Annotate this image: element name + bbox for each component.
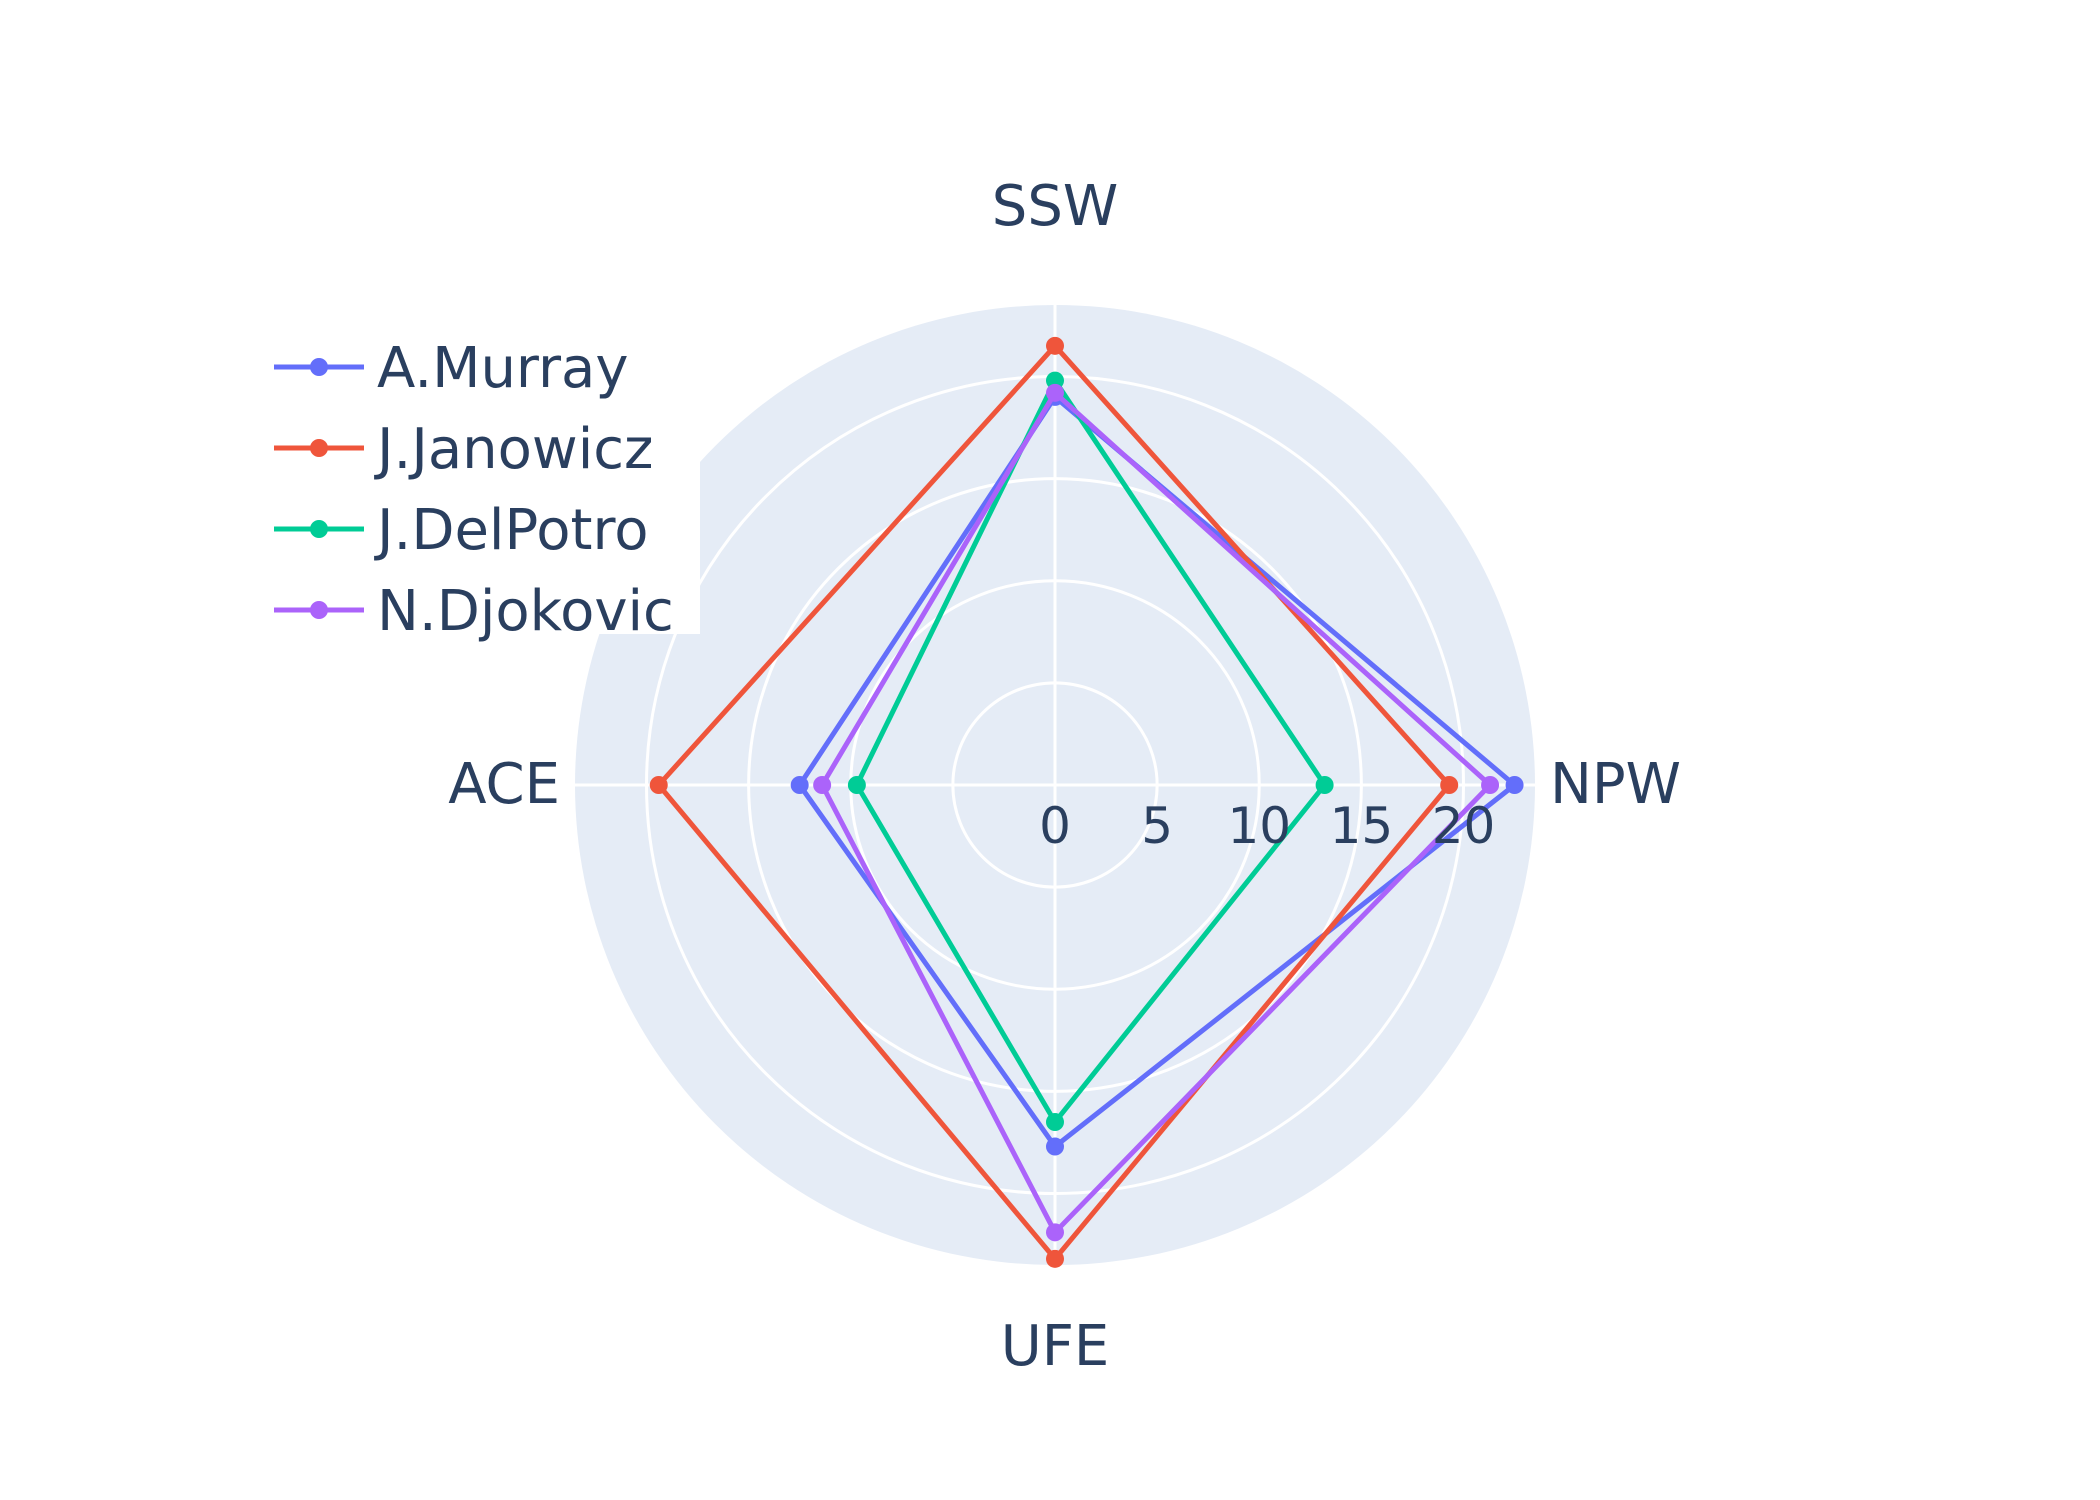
radial-tick-15: 15 bbox=[1330, 797, 1394, 855]
legend-item-j-delpotro[interactable]: J.DelPotro bbox=[274, 498, 649, 563]
axis-label-ufe: UFE bbox=[1001, 1314, 1110, 1379]
point-n-djokovic-npw[interactable] bbox=[1481, 776, 1500, 794]
legend-swatch-marker bbox=[310, 439, 328, 457]
legend-item-j-janowicz[interactable]: J.Janowicz bbox=[274, 417, 653, 482]
legend-swatch-marker bbox=[310, 601, 328, 619]
point-j-janowicz-npw[interactable] bbox=[1440, 776, 1459, 794]
point-j-delpotro-ace[interactable] bbox=[847, 776, 866, 794]
legend-label: N.Djokovic bbox=[377, 579, 674, 644]
series-j-janowicz[interactable] bbox=[649, 336, 1459, 1268]
axis-label-ace: ACE bbox=[448, 752, 560, 817]
axis-label-npw: NPW bbox=[1550, 752, 1681, 817]
legend-item-n-djokovic[interactable]: N.Djokovic bbox=[274, 579, 674, 644]
point-n-djokovic-ufe[interactable] bbox=[1046, 1223, 1064, 1242]
legend-label: J.Janowicz bbox=[374, 417, 653, 482]
point-j-janowicz-ssw[interactable] bbox=[1046, 336, 1064, 355]
legend-label: A.Murray bbox=[377, 336, 628, 401]
point-a-murray-npw[interactable] bbox=[1505, 776, 1524, 794]
legend-background bbox=[252, 290, 700, 634]
point-j-delpotro-npw[interactable] bbox=[1315, 776, 1334, 794]
radial-tick-20: 20 bbox=[1432, 797, 1496, 855]
point-a-murray-ufe[interactable] bbox=[1046, 1137, 1064, 1156]
radial-tick-0: 0 bbox=[1039, 797, 1071, 855]
legend-swatch-marker bbox=[310, 520, 328, 538]
radial-tick-5: 5 bbox=[1141, 797, 1173, 855]
radial-tick-10: 10 bbox=[1227, 797, 1291, 855]
point-a-murray-ace[interactable] bbox=[790, 776, 809, 794]
point-j-delpotro-ufe[interactable] bbox=[1046, 1113, 1064, 1132]
axis-label-ssw: SSW bbox=[992, 174, 1118, 239]
angular-axis-labels: SSW NPW UFE ACE bbox=[448, 174, 1681, 1379]
legend-label: J.DelPotro bbox=[374, 498, 649, 563]
legend[interactable]: A.Murray J.Janowicz J.DelPotro N.Djokovic bbox=[252, 290, 700, 644]
legend-swatch-marker bbox=[310, 358, 328, 376]
point-n-djokovic-ssw[interactable] bbox=[1046, 383, 1064, 402]
point-j-janowicz-ace[interactable] bbox=[649, 776, 668, 794]
series-n-djokovic[interactable] bbox=[813, 383, 1500, 1242]
legend-item-a-murray[interactable]: A.Murray bbox=[274, 336, 628, 401]
radial-tick-labels: 0 5 10 15 20 bbox=[1039, 797, 1495, 855]
point-n-djokovic-ace[interactable] bbox=[813, 776, 832, 794]
series-layer bbox=[649, 336, 1524, 1268]
point-j-janowicz-ufe[interactable] bbox=[1046, 1249, 1064, 1268]
